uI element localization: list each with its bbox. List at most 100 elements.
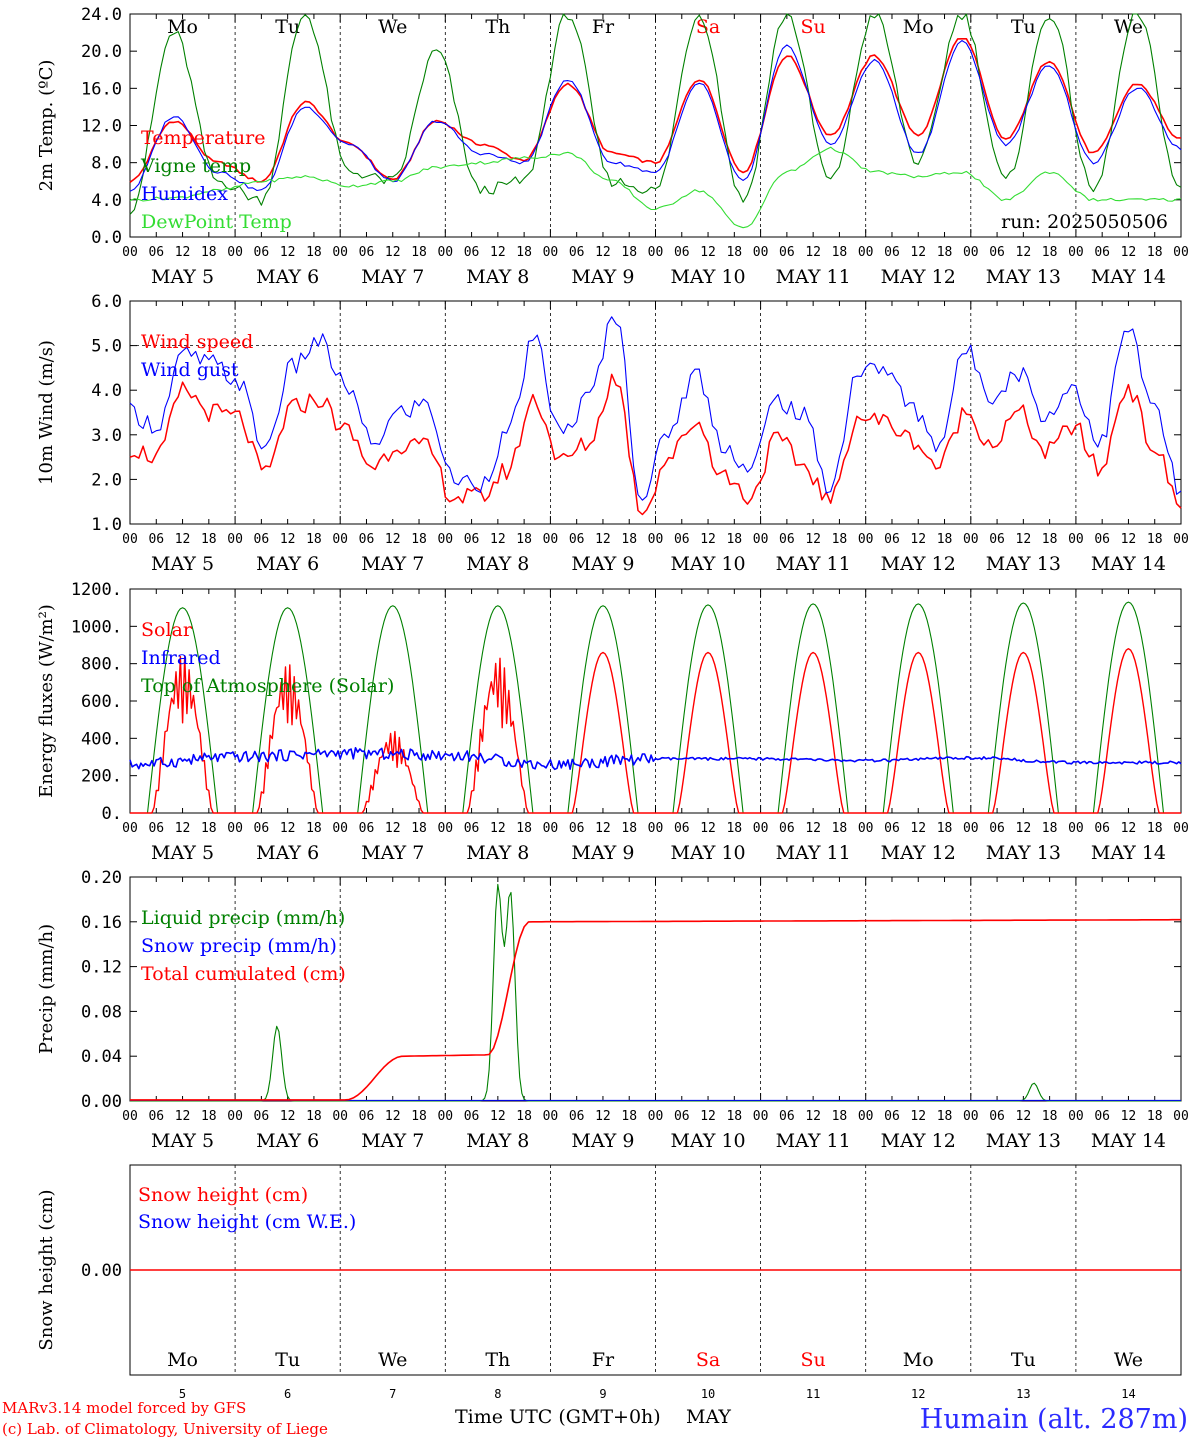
- date-label: MAY 7: [361, 553, 424, 575]
- hour-label: 00: [332, 532, 348, 547]
- hour-label: 00: [1173, 1109, 1189, 1124]
- date-label: MAY 8: [466, 1130, 529, 1152]
- hour-label: 06: [779, 532, 795, 547]
- hour-label: 12: [1016, 245, 1032, 260]
- hour-label: 12: [595, 532, 611, 547]
- date-label: MAY 9: [571, 1130, 634, 1152]
- date-label: MAY 8: [466, 553, 529, 575]
- hour-label: 18: [411, 1109, 427, 1124]
- hour-label: 06: [254, 245, 270, 260]
- date-label: MAY 7: [361, 266, 424, 288]
- hour-label: 06: [359, 245, 375, 260]
- y-tick-label: 6.0: [91, 292, 122, 312]
- hour-label: 06: [569, 821, 585, 836]
- y-tick-label: 2.0: [91, 470, 122, 490]
- date-label: MAY 12: [881, 842, 956, 864]
- hour-label: 06: [569, 245, 585, 260]
- hour-label: 06: [148, 245, 164, 260]
- y-tick-label: 0.08: [81, 1002, 122, 1022]
- weekday-label: Fr: [592, 1349, 615, 1371]
- credit-lab: (c) Lab. of Climatology, University of L…: [2, 1420, 328, 1438]
- hour-label: 06: [884, 1109, 900, 1124]
- date-label: MAY 5: [151, 266, 214, 288]
- weekday-label: Sa: [696, 1349, 720, 1371]
- hour-label: 00: [648, 1109, 664, 1124]
- hour-label: 18: [832, 821, 848, 836]
- hour-label: 06: [464, 1109, 480, 1124]
- legend-entry: Wind speed: [141, 331, 253, 353]
- hour-label: 18: [1042, 821, 1058, 836]
- hour-label: 06: [464, 245, 480, 260]
- day-number: 12: [911, 1387, 925, 1401]
- hour-label: 12: [385, 821, 401, 836]
- hour-label: 12: [700, 532, 716, 547]
- hour-label: 18: [516, 821, 532, 836]
- hour-label: 12: [1016, 821, 1032, 836]
- hour-label: 18: [306, 245, 322, 260]
- day-number: 13: [1016, 1387, 1030, 1401]
- date-label: MAY 5: [151, 553, 214, 575]
- hour-label: 18: [306, 1109, 322, 1124]
- y-tick-label: 1000.: [71, 617, 122, 637]
- hour-label: 18: [832, 532, 848, 547]
- hour-label: 18: [621, 245, 637, 260]
- hour-label: 12: [490, 821, 506, 836]
- day-number: 14: [1121, 1387, 1135, 1401]
- hour-label: 12: [805, 245, 821, 260]
- hour-label: 12: [805, 1109, 821, 1124]
- date-label: MAY 5: [151, 1130, 214, 1152]
- y-tick-label: 4.0: [91, 381, 122, 401]
- month-label: MAY: [686, 1406, 731, 1428]
- hour-label: 00: [1173, 821, 1189, 836]
- y-tick-label: 800.: [81, 655, 122, 675]
- hour-label: 18: [1147, 532, 1163, 547]
- weekday-label: Mo: [167, 1349, 198, 1371]
- hour-label: 18: [832, 245, 848, 260]
- hour-label: 18: [201, 532, 217, 547]
- hour-label: 12: [175, 1109, 191, 1124]
- hour-label: 18: [726, 1109, 742, 1124]
- date-label: MAY 6: [256, 1130, 319, 1152]
- hour-label: 06: [989, 245, 1005, 260]
- date-label: MAY 6: [256, 842, 319, 864]
- y-tick-label: 5.0: [91, 337, 122, 357]
- hour-label: 12: [280, 821, 296, 836]
- hour-label: 12: [595, 821, 611, 836]
- date-label: MAY 11: [776, 553, 851, 575]
- weekday-label: Mo: [903, 16, 934, 38]
- y-tick-label: 0.16: [81, 913, 122, 933]
- hour-label: 00: [227, 245, 243, 260]
- hour-label: 12: [490, 532, 506, 547]
- date-label: MAY 6: [256, 553, 319, 575]
- hour-label: 00: [753, 532, 769, 547]
- date-label: MAY 13: [986, 842, 1061, 864]
- hour-label: 12: [595, 1109, 611, 1124]
- hour-label: 12: [700, 821, 716, 836]
- hour-label: 00: [543, 532, 559, 547]
- hour-label: 06: [148, 1109, 164, 1124]
- date-label: MAY 11: [776, 266, 851, 288]
- y-tick-label: 0.00: [81, 1092, 122, 1112]
- hour-label: 00: [858, 245, 874, 260]
- date-label: MAY 8: [466, 842, 529, 864]
- day-number: 10: [701, 1387, 715, 1401]
- legend-entry: DewPoint Temp: [141, 211, 292, 233]
- y-tick-label: 1.0: [91, 515, 122, 535]
- hour-label: 06: [884, 245, 900, 260]
- date-label: MAY 14: [1091, 553, 1166, 575]
- series-line-1: [129, 37, 1182, 183]
- y-axis-label: 2m Temp. (ºC): [36, 60, 57, 192]
- hour-label: 00: [858, 821, 874, 836]
- hour-label: 12: [385, 1109, 401, 1124]
- y-axis-label: Precip (mm/h): [36, 924, 57, 1054]
- hour-label: 00: [332, 1109, 348, 1124]
- weekday-label: Fr: [592, 16, 615, 38]
- series-line-3: [129, 40, 1182, 192]
- day-number: 11: [806, 1387, 820, 1401]
- legend-entry: Snow height (cm): [138, 1184, 308, 1206]
- date-label: MAY 10: [670, 1130, 745, 1152]
- hour-label: 00: [648, 532, 664, 547]
- weekday-label: We: [1114, 16, 1143, 38]
- date-label: MAY 14: [1091, 842, 1166, 864]
- weekday-label: We: [1114, 1349, 1143, 1371]
